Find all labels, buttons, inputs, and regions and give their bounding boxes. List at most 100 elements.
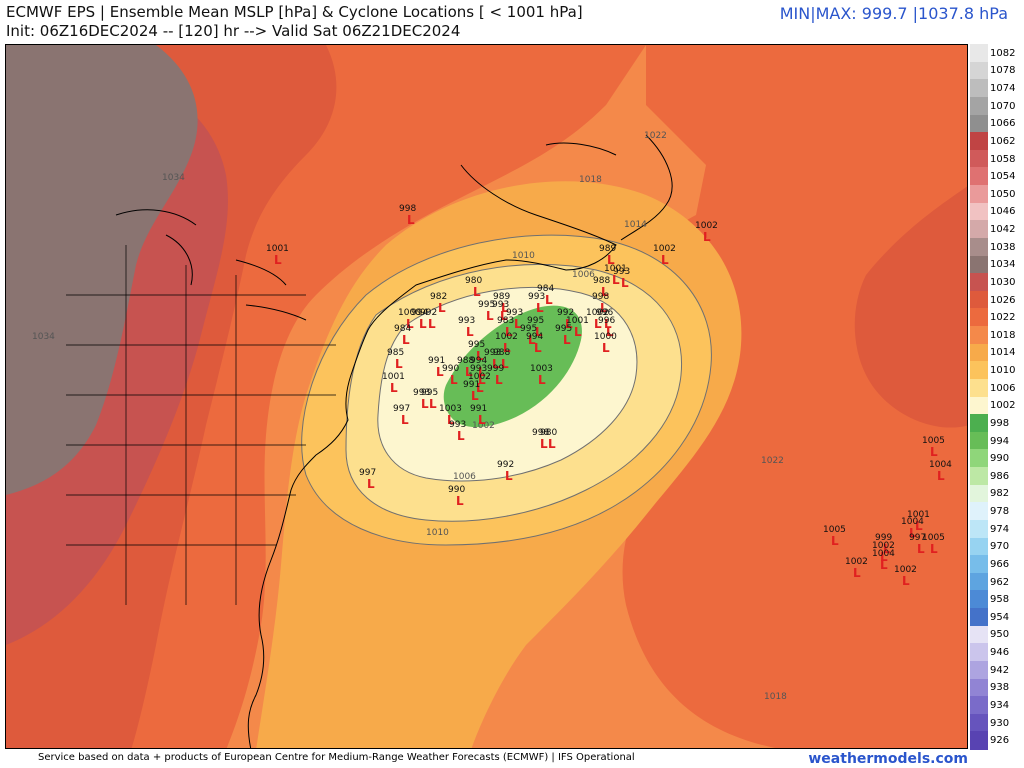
low-marker-icon: L [538, 373, 546, 387]
cyclone-pressure: 1000 [398, 308, 421, 318]
scale-swatch [970, 308, 988, 327]
cyclone-pressure: 999 [487, 364, 504, 374]
cyclone-pressure: 994 [411, 308, 428, 318]
state-borders [66, 245, 336, 605]
low-marker-icon: L [473, 285, 481, 299]
low-marker-icon: L [600, 301, 608, 315]
scale-label: 958 [990, 594, 1010, 606]
low-marker-icon: L [274, 253, 282, 267]
cyclone-pressure: 984 [537, 284, 554, 294]
scale-swatch [970, 572, 988, 591]
scale-label: 1058 [990, 153, 1016, 165]
low-marker-icon: L [419, 317, 427, 331]
low-marker-icon: L [563, 333, 571, 347]
scale-label: 938 [990, 682, 1010, 694]
scale-label: 934 [990, 699, 1010, 711]
isobar-label: 1006 [453, 472, 476, 482]
scale-label: 990 [990, 453, 1010, 465]
min-max-readout: MIN|MAX: 999.7 |1037.8 hPa [779, 4, 1008, 23]
cyclone-pressure: 1001 [266, 244, 289, 254]
scale-label: 1066 [990, 118, 1016, 130]
low-marker-icon: L [601, 285, 609, 299]
data-credit: Service based on data + products of Euro… [38, 752, 635, 763]
scale-label: 1030 [990, 276, 1016, 288]
scale-swatch [970, 449, 988, 468]
low-marker-icon: L [548, 437, 556, 451]
scale-swatch [970, 696, 988, 715]
scale-label: 1082 [990, 47, 1016, 59]
scale-swatch [970, 467, 988, 486]
cyclone-pressure: 997 [393, 404, 410, 414]
isobar-label: 1002 [472, 421, 495, 431]
low-marker-icon: L [505, 469, 513, 483]
low-marker-icon: L [540, 437, 548, 451]
cyclone-pressure: 993 [484, 348, 501, 358]
cyclone-pressure: 1002 [894, 565, 917, 575]
low-marker-icon: L [565, 317, 573, 331]
isobar-1010 [301, 234, 712, 546]
scale-label: 946 [990, 647, 1010, 659]
low-marker-icon: L [471, 389, 479, 403]
low-marker-icon: L [661, 253, 669, 267]
scale-label: 986 [990, 470, 1010, 482]
scale-swatch [970, 290, 988, 309]
cyclone-pressure: 993 [506, 308, 523, 318]
cyclone-pressure: 1003 [439, 404, 462, 414]
cyclone-pressure: 993 [413, 388, 430, 398]
cyclone-pressure: 993 [528, 292, 545, 302]
scale-label: 994 [990, 435, 1010, 447]
scale-swatch [970, 431, 988, 450]
isobar-label: 1014 [624, 220, 647, 230]
cyclone-pressure: 993 [492, 300, 509, 310]
scale-label: 1050 [990, 188, 1016, 200]
low-marker-icon: L [534, 341, 542, 355]
scale-label: 1018 [990, 329, 1016, 341]
cyclone-pressure: 998 [399, 204, 416, 214]
cyclone-pressure: 995 [421, 388, 438, 398]
low-marker-icon: L [395, 357, 403, 371]
scale-label: 1046 [990, 206, 1016, 218]
cyclone-pressure: 1001 [604, 264, 627, 274]
map-panel[interactable]: 1034 1034 1022 1018 1014 1010 1006 1002 1006 1010… [5, 44, 968, 749]
brand-link[interactable]: weathermodels.com [808, 751, 968, 767]
pressure-band-998 [443, 305, 582, 428]
scale-label: 1038 [990, 241, 1016, 253]
scale-swatch [970, 414, 988, 433]
low-marker-icon: L [902, 574, 910, 588]
scale-swatch [970, 555, 988, 574]
low-marker-icon: L [612, 273, 620, 287]
scale-label: 950 [990, 629, 1010, 641]
coastlines [66, 134, 673, 748]
us-east-coastline [247, 164, 617, 748]
cyclone-pressure: 1001 [907, 510, 930, 520]
scale-swatch [970, 220, 988, 239]
cyclone-pressure: 997 [359, 468, 376, 478]
cyclone-pressure: 999 [875, 533, 892, 543]
low-marker-icon: L [883, 542, 891, 556]
low-marker-icon: L [402, 333, 410, 347]
pressure-map: 1034 1034 1022 1018 1014 1010 1006 1002 1006 1010… [6, 45, 967, 748]
cyclone-pressure: 998 [592, 292, 609, 302]
cyclone-pressure: 1002 [845, 557, 868, 567]
scale-swatch [970, 502, 988, 521]
scale-label: 930 [990, 717, 1010, 729]
low-marker-icon: L [607, 253, 615, 267]
